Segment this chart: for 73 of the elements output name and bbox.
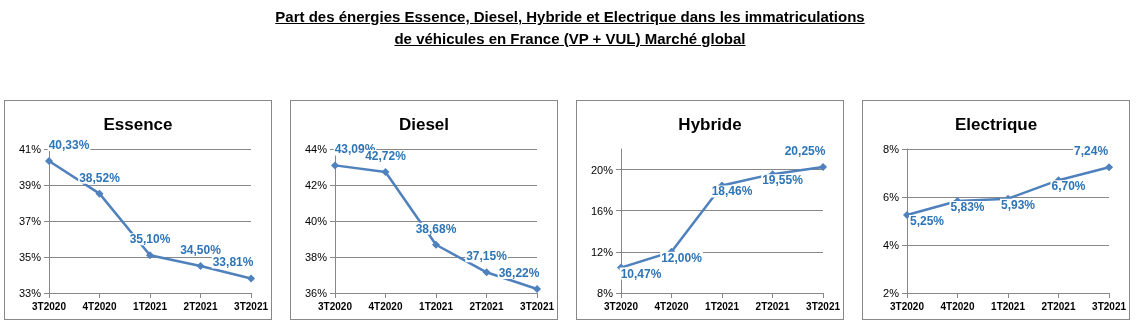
y-tick-label: 16% [590, 204, 614, 217]
x-tick-label: 4T2020 [940, 300, 975, 312]
data-label: 19,55% [762, 173, 804, 188]
chart-title: Diesel [398, 115, 450, 134]
x-tick-label: 4T2020 [82, 300, 117, 312]
data-label: 6,70% [1051, 179, 1086, 194]
y-tick-label: 33% [18, 287, 42, 299]
x-tick-label: 2T2021 [469, 300, 504, 312]
y-tick-label: 41% [18, 143, 42, 155]
point [381, 168, 390, 177]
y-tick-label: 8% [597, 287, 614, 299]
y-tick-label: 37% [18, 215, 42, 227]
text: Part des énergies Essence, Diesel, Hybride et Electrique dans les immatriculations de véhicules en France (VP + VUL) Marché global [274, 7, 866, 49]
y-tick-label: 8% [883, 143, 900, 155]
point [819, 163, 828, 171]
x-tick-label: 2T2021 [183, 300, 218, 312]
y-tick-label: 44% [304, 143, 328, 155]
x-tick-label: 3T2021 [1092, 300, 1127, 312]
point [1105, 163, 1114, 172]
point [45, 157, 53, 166]
chart-title: Electrique [954, 115, 1038, 134]
point [533, 285, 542, 294]
y-tick-label: 42% [304, 179, 328, 191]
y-tick-label: 6% [883, 191, 900, 203]
x-tick-label: 4T2020 [368, 300, 403, 312]
data-label: 5,93% [1001, 197, 1036, 212]
y-tick-label: 4% [883, 239, 900, 251]
data-label: 35,10% [129, 232, 171, 247]
x-tick-label: 3T2021 [520, 300, 555, 312]
point [196, 262, 205, 270]
data-label: 5,83% [950, 200, 985, 215]
data-label: 33,81% [212, 255, 254, 270]
x-tick-label: 3T2020 [890, 300, 925, 312]
y-tick-label: 2% [883, 287, 900, 299]
y-tick-label: 12% [590, 245, 614, 258]
data-label: 40,33% [48, 138, 90, 153]
x-tick-label: 4T2020 [654, 300, 689, 312]
point [247, 274, 256, 283]
data-label: 18,46% [711, 184, 753, 199]
point [331, 161, 339, 170]
data-label: 20,25% [784, 144, 826, 158]
x-tick-label: 1T2021 [991, 300, 1026, 312]
point [482, 268, 491, 277]
data-label: 10,47% [620, 266, 662, 281]
x-tick-label: 1T2021 [419, 300, 454, 312]
x-tick-label: 2T2021 [1041, 300, 1076, 312]
chart-title: Essence [103, 115, 173, 134]
point [95, 189, 104, 198]
data-label: 5,25% [909, 214, 945, 228]
x-tick-label: 2T2021 [755, 300, 790, 312]
x-tick-label: 1T2021 [705, 300, 740, 312]
data-label: 12,00% [661, 250, 703, 265]
x-tick-label: 3T2020 [32, 300, 67, 312]
data-label: 37,15% [466, 249, 508, 264]
x-tick-label: 3T2021 [234, 300, 269, 312]
point [146, 251, 155, 260]
data-label: 36,22% [498, 266, 540, 281]
chart-title: Hybride [678, 115, 742, 134]
y-tick-label: 40% [304, 215, 328, 227]
y-tick-label: 35% [18, 251, 42, 263]
y-tick-label: 20% [590, 163, 614, 176]
data-label: 34,50% [180, 243, 222, 257]
x-tick-label: 3T2021 [806, 300, 841, 312]
point [432, 240, 441, 249]
x-tick-label: 3T2020 [604, 300, 639, 312]
data-label: 7,24% [1074, 144, 1109, 159]
data-label: 38,68% [415, 221, 457, 236]
x-tick-label: 1T2021 [133, 300, 168, 312]
data-label: 38,52% [79, 170, 121, 185]
y-tick-label: 38% [304, 251, 328, 263]
y-tick-label: 36% [304, 287, 328, 299]
y-tick-label: 39% [18, 179, 42, 191]
x-tick-label: 3T2020 [318, 300, 353, 312]
